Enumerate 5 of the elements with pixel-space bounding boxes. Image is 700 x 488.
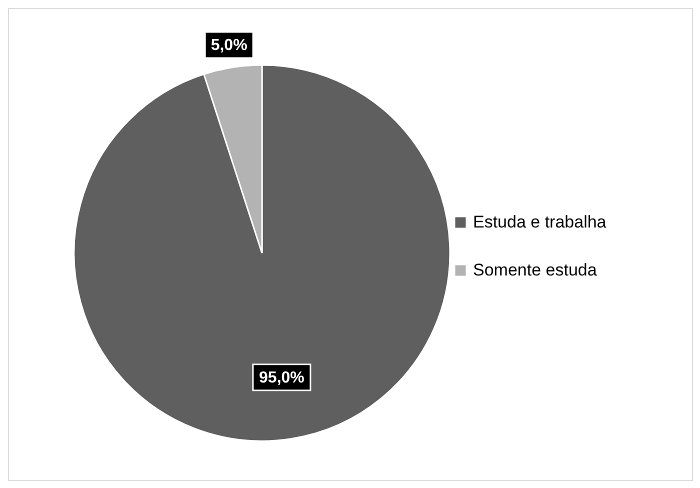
legend-label: Estuda e trabalha: [473, 212, 607, 232]
data-label: 95,0%: [259, 369, 304, 386]
legend-label: Somente estuda: [473, 260, 598, 280]
data-label: 5,0%: [210, 37, 248, 54]
pie-slice: [73, 64, 451, 442]
